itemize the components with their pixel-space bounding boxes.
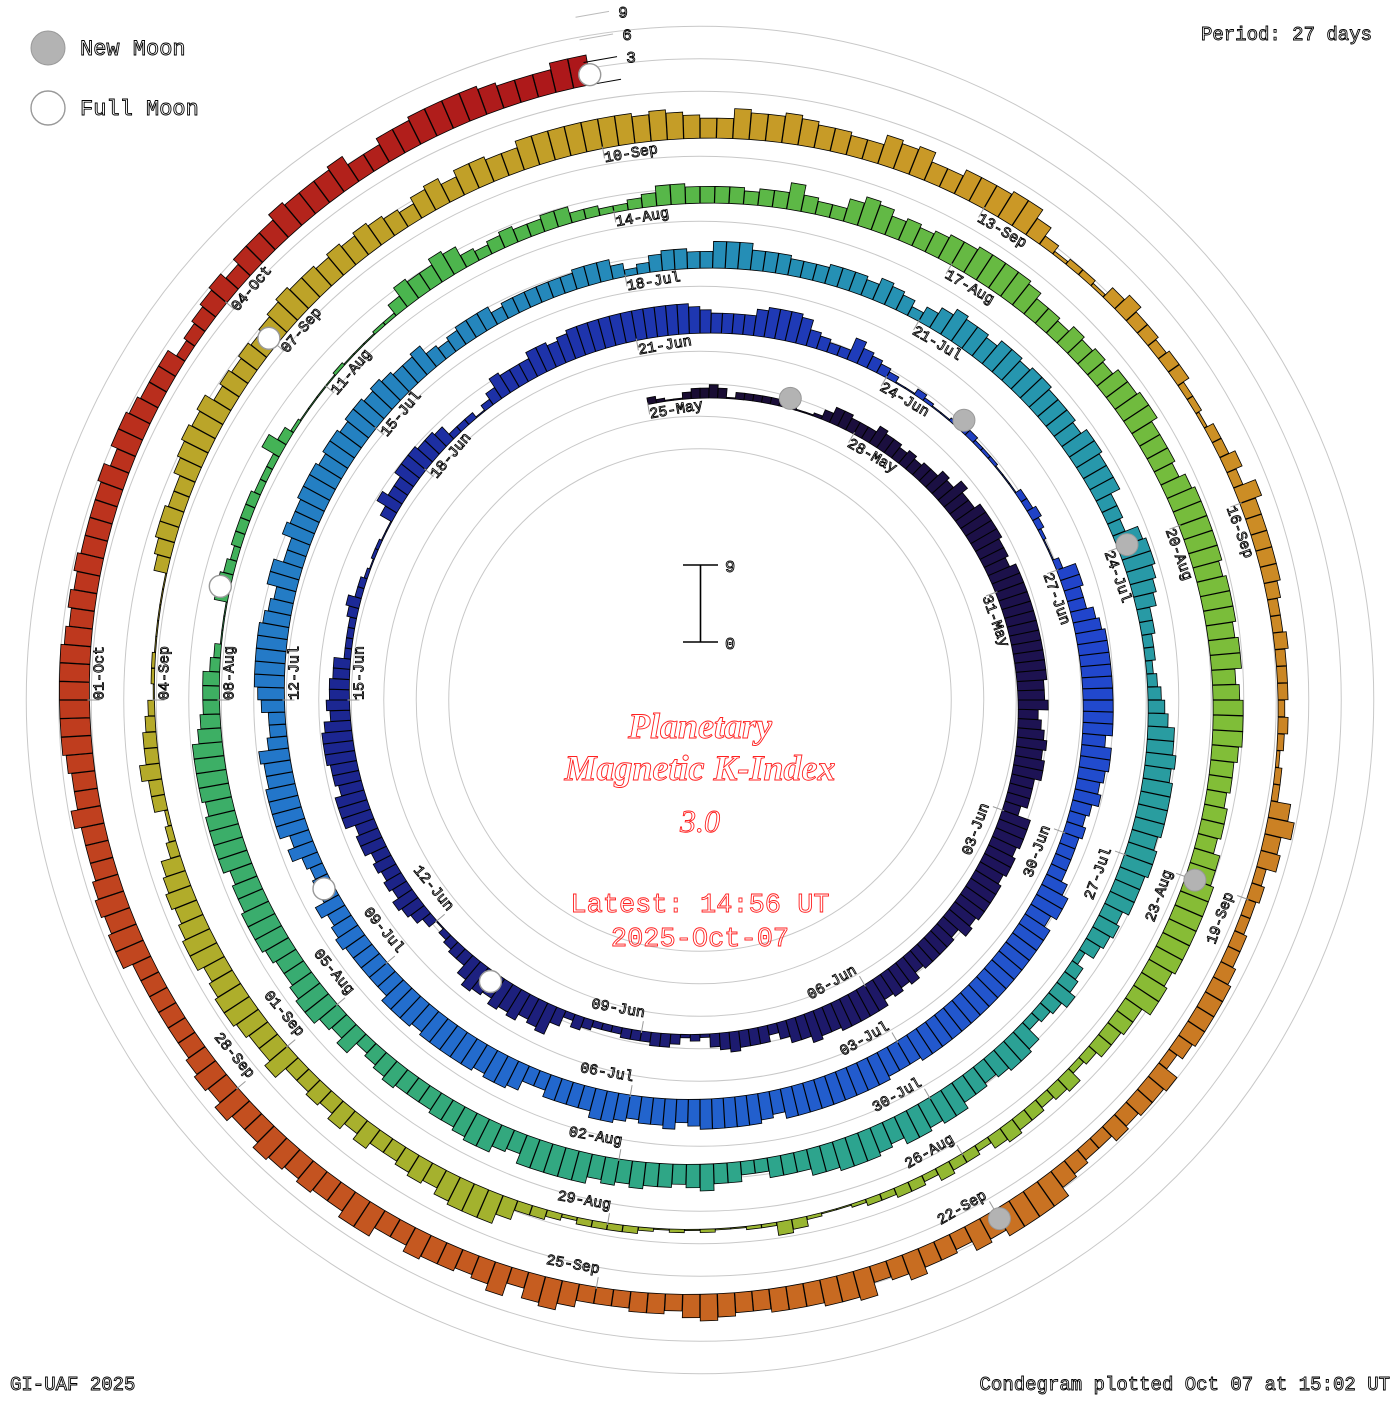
svg-text:GI-UAF 2025: GI-UAF 2025 <box>10 1374 135 1396</box>
svg-text:9: 9 <box>618 4 628 22</box>
svg-text:3.0: 3.0 <box>679 803 720 839</box>
svg-text:01-Oct: 01-Oct <box>91 646 108 700</box>
svg-text:9: 9 <box>725 559 735 578</box>
svg-text:Magnetic K-Index: Magnetic K-Index <box>563 748 835 788</box>
svg-text:Period: 27 days: Period: 27 days <box>1201 24 1372 46</box>
svg-text:Condegram plotted Oct 07 at 15: Condegram plotted Oct 07 at 15:02 UT <box>980 1374 1390 1396</box>
svg-text:3: 3 <box>626 50 636 68</box>
svg-text:Planetary: Planetary <box>627 706 773 746</box>
svg-text:0: 0 <box>725 636 735 655</box>
svg-text:Latest: 14:56 UT: Latest: 14:56 UT <box>570 891 829 921</box>
svg-text:Full Moon: Full Moon <box>80 97 199 122</box>
svg-text:2025-Oct-07: 2025-Oct-07 <box>611 925 789 955</box>
svg-text:04-Sep: 04-Sep <box>156 646 173 700</box>
svg-text:New Moon: New Moon <box>80 37 186 62</box>
svg-text:15-Jun: 15-Jun <box>351 646 368 700</box>
svg-text:6: 6 <box>622 27 632 45</box>
svg-text:08-Aug: 08-Aug <box>221 646 238 700</box>
svg-text:12-Jul: 12-Jul <box>286 646 303 700</box>
